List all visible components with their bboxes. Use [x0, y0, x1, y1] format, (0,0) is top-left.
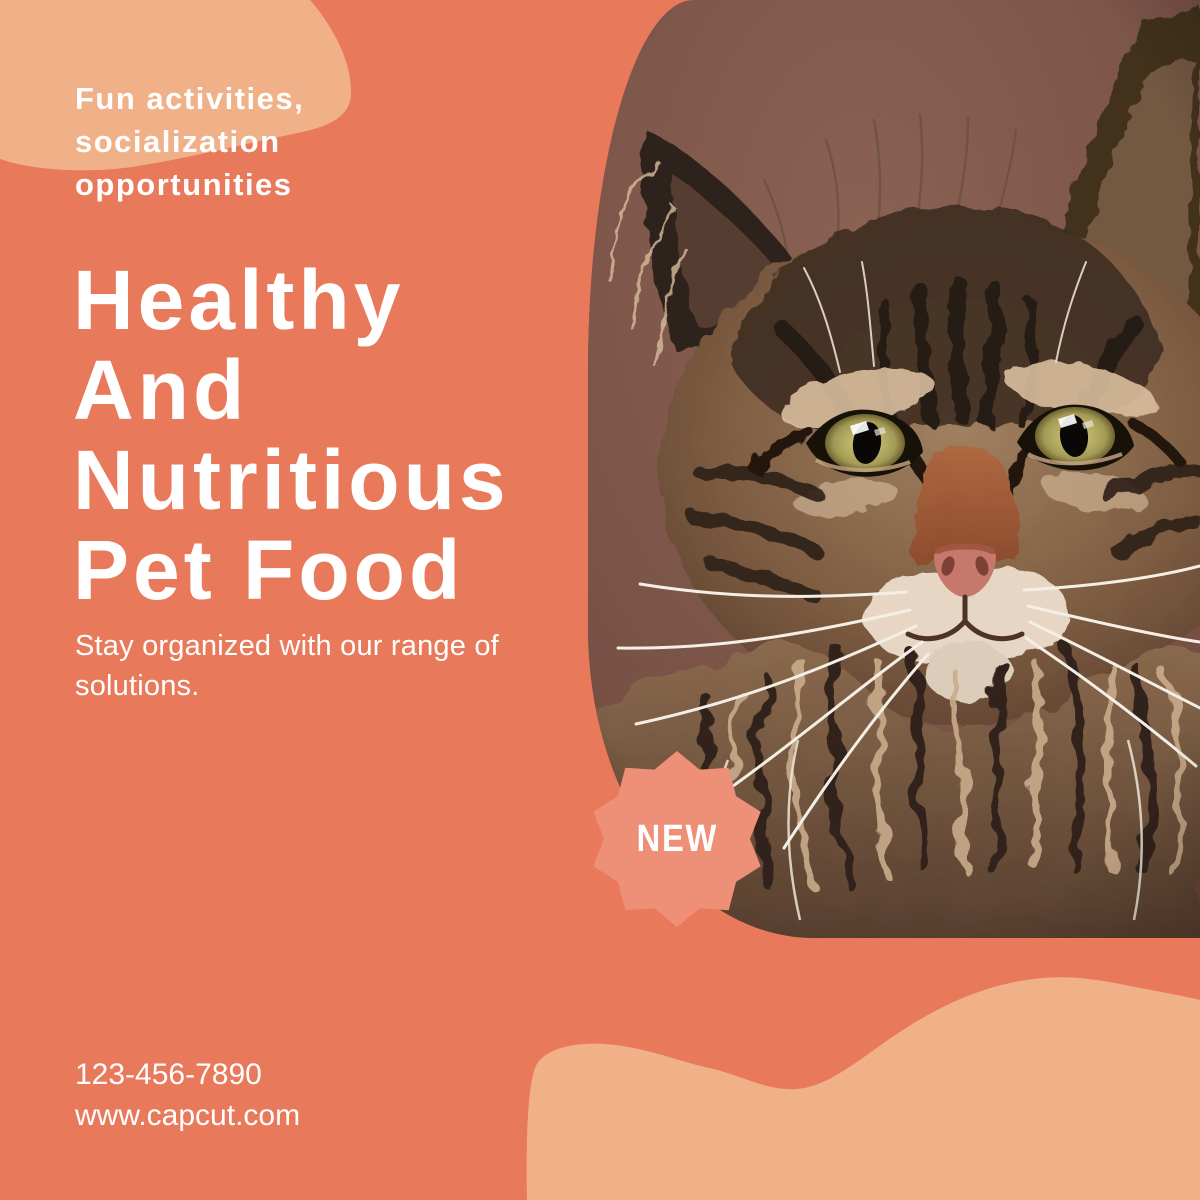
headline-line-3: Nutritious [73, 433, 510, 527]
tagline-line-1: Fun activities, [75, 81, 305, 116]
decorative-blob-top-left [0, 0, 352, 171]
subtitle-line-2: solutions. [75, 670, 200, 702]
headline-line-1: Healthy [73, 253, 405, 347]
tagline: Fun activities, socialization opportunit… [75, 77, 304, 206]
badge-shape [593, 751, 761, 927]
decorative-blob-bottom-right [526, 977, 1200, 1200]
tagline-line-2: socialization [75, 124, 281, 159]
headline: Healthy And Nutritious Pet Food [73, 255, 510, 615]
subtitle: Stay organized with our range of solutio… [75, 626, 499, 706]
blob-shape [526, 977, 1200, 1200]
headline-line-2: And [73, 343, 249, 437]
badge-label: NEW [636, 817, 718, 860]
contact-phone: 123-456-7890 [75, 1058, 262, 1091]
new-badge: NEW [589, 751, 765, 927]
contact-website: www.capcut.com [75, 1099, 301, 1132]
headline-line-4: Pet Food [73, 523, 465, 617]
contact-info: 123-456-7890 www.capcut.com [75, 1054, 300, 1136]
tagline-line-3: opportunities [75, 167, 293, 202]
badge-starburst-icon [593, 751, 761, 927]
subtitle-line-1: Stay organized with our range of [75, 630, 499, 662]
blob-shape [0, 0, 352, 171]
